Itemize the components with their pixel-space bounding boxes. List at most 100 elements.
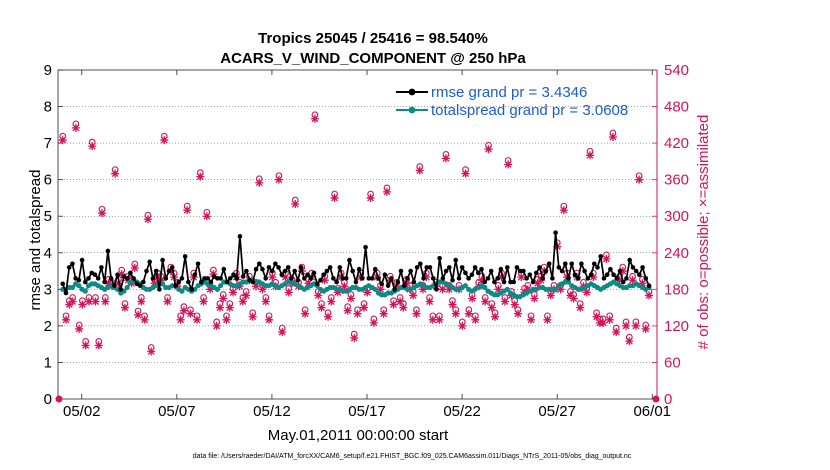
rmse-point [405, 276, 410, 281]
obs-assimilated-marker [278, 327, 287, 336]
rmse-point [601, 276, 607, 281]
obs-assimilated-marker [438, 285, 447, 294]
totalspread-point [504, 286, 510, 292]
obs-assimilated-marker [160, 136, 169, 145]
rmse-point [533, 270, 539, 276]
rmse-point [498, 266, 504, 272]
rmse-point [63, 290, 69, 296]
rmse-point [215, 276, 220, 281]
right-tick-label: 0 [664, 391, 672, 408]
rmse-point [279, 272, 285, 278]
rmse-point [453, 257, 459, 263]
rmse-point [430, 276, 436, 281]
rmse-point [488, 268, 494, 274]
rmse-point [285, 265, 291, 270]
rmse-point [95, 276, 101, 281]
rmse-point [646, 283, 652, 288]
rmse-point [569, 261, 575, 267]
obs-assimilated-marker [209, 270, 218, 279]
legend-spread-marker [408, 106, 416, 114]
rmse-point [253, 266, 259, 272]
rmse-point [579, 261, 584, 267]
left-tick-label: 1 [44, 354, 52, 371]
left-tick-label: 9 [44, 62, 52, 79]
obs-assimilated-marker [491, 312, 500, 321]
obs-assimilated-marker [471, 315, 480, 324]
obs-assimilated-marker [500, 297, 509, 306]
rmse-point [169, 265, 175, 270]
obs-assimilated-marker [412, 309, 421, 318]
rmse-point [202, 276, 207, 281]
rmse-point [389, 276, 394, 281]
rmse-point [608, 266, 613, 272]
totalspread-point [565, 279, 572, 285]
right-tick-label: 360 [664, 172, 689, 189]
obs-assimilated-marker [513, 309, 522, 318]
right-tick-label: 120 [664, 318, 689, 335]
obs-assimilated-marker [418, 285, 427, 294]
obs-assimilated-marker [592, 312, 601, 321]
obs-assimilated-marker [464, 309, 473, 318]
totalspread-point [217, 283, 224, 289]
obs-assimilated-marker [117, 270, 126, 279]
rmse-point [302, 276, 307, 281]
obs-assimilated-marker [641, 324, 650, 333]
obs-assimilated-marker [536, 276, 545, 285]
left-tick-label: 4 [44, 245, 52, 262]
rmse-point [124, 276, 130, 281]
obs-assimilated-marker [608, 133, 617, 142]
obs-assimilated-marker [75, 324, 84, 333]
obs-assimilated-marker [644, 291, 653, 300]
obs-assimilated-marker [229, 288, 238, 297]
rmse-point [517, 268, 523, 274]
rmse-point [118, 287, 124, 292]
obs-assimilated-marker [504, 160, 513, 169]
rmse-point [372, 266, 378, 272]
obs-assimilated-marker [363, 288, 372, 297]
left-tick-label: 3 [44, 281, 52, 298]
obs-assimilated-marker [219, 294, 228, 303]
obs-assimilated-marker [176, 315, 185, 324]
x-axis-label: May.01,2011 00:00:00 start [268, 427, 449, 444]
rmse-point [144, 268, 149, 274]
rmse-point [324, 268, 330, 274]
right-axis: 0 60 120 180 240 300 360 420 480 540 [652, 62, 689, 408]
rmse-point [530, 279, 536, 285]
rmse-point [350, 268, 355, 274]
rmse-point [508, 279, 513, 285]
rmse-point [195, 261, 201, 267]
left-tick-label: 5 [44, 208, 52, 225]
rmse-point [379, 281, 384, 287]
rmse-point [437, 255, 442, 261]
obs-assimilated-marker [265, 315, 274, 324]
rmse-point [244, 268, 249, 274]
obs-assimilated-marker [206, 285, 215, 294]
totalspread-point [114, 286, 121, 292]
obs-assimilated-marker [150, 279, 159, 288]
rmse-point [266, 265, 272, 270]
rmse-point [166, 268, 172, 274]
obs-assimilated-marker [615, 276, 624, 285]
obs-assimilated-marker [222, 315, 231, 324]
rmse-point [99, 265, 104, 270]
obs-assimilated-marker [517, 273, 526, 282]
obs-assimilated-marker [622, 321, 631, 330]
rmse-point [173, 283, 178, 288]
rmse-point [588, 272, 594, 278]
rmse-point [237, 234, 243, 239]
obs-assimilated-marker [324, 312, 333, 321]
rmse-point [234, 276, 240, 281]
rmse-point [479, 266, 484, 272]
obs-assimilated-marker [360, 303, 369, 312]
rmse-point [537, 265, 542, 270]
rmse-point [163, 276, 169, 281]
obs-assimilated-marker [468, 294, 477, 303]
obs-assimilated-marker [625, 337, 634, 346]
obs-assimilated-marker [451, 309, 460, 318]
rmse-point [250, 279, 256, 285]
rmse-point [450, 277, 455, 283]
rmse-point [208, 279, 214, 285]
obs-assimilated-marker [193, 315, 202, 324]
obs-assimilated-marker [199, 297, 208, 306]
obs-assimilated-marker [389, 300, 398, 309]
